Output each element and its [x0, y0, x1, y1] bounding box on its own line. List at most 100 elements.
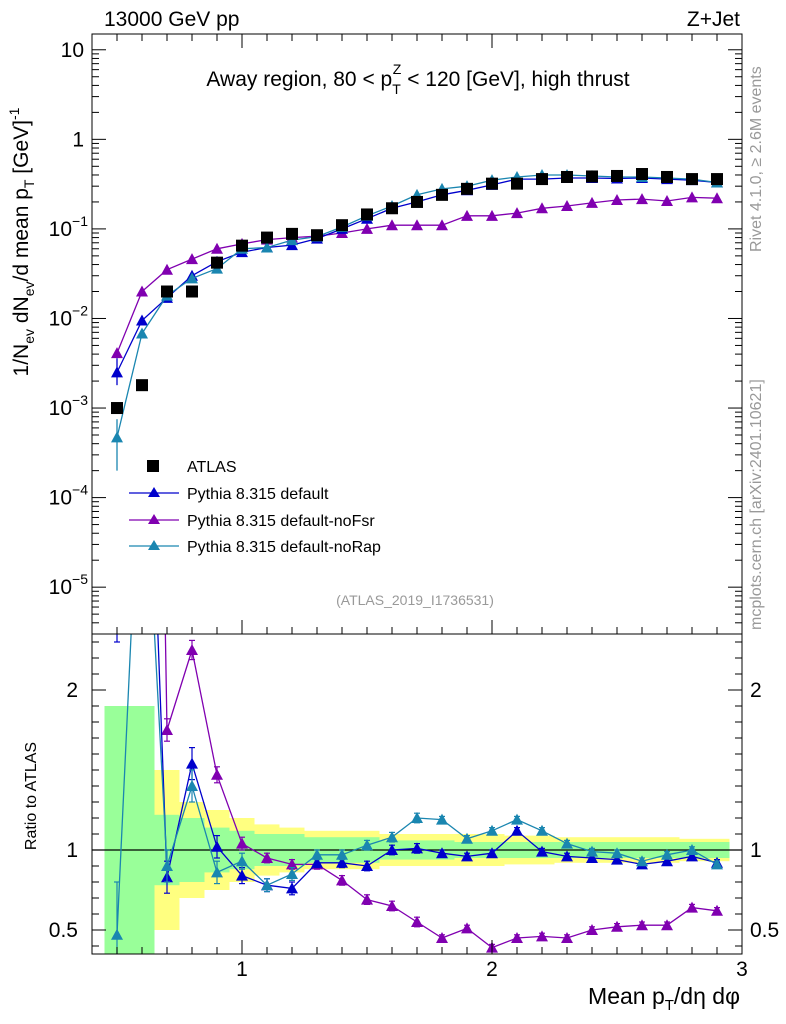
main-series-marker: [136, 327, 148, 339]
atlas-data-point: [236, 239, 248, 252]
main-series-marker: [611, 194, 623, 206]
atlas-data-point: [161, 285, 173, 298]
ratio-series-marker: [711, 904, 723, 916]
tick-exp: −4: [72, 482, 88, 498]
ratio-series-marker: [236, 869, 248, 881]
ratio-series-marker: [286, 858, 298, 870]
atlas-data-point: [211, 256, 223, 269]
x-axis-label: Mean pT/dη dφ: [588, 983, 740, 1014]
ratio-series-marker: [561, 850, 573, 862]
y-label-part-4: [GeV]: [10, 120, 33, 180]
ratio-series-marker: [361, 860, 373, 871]
ratio-series-marker: [436, 847, 448, 859]
y-label-sup: -1: [6, 107, 22, 120]
ratio-series-marker: [211, 866, 223, 878]
chart-title-suffix: < 120 [GeV], high thrust: [401, 68, 629, 91]
atlas-data-point: [311, 229, 323, 242]
ratio-series-marker: [361, 893, 373, 905]
main-series-line: [116, 174, 718, 438]
main-y-tick-label: 10−4: [49, 482, 89, 510]
ratio-series-marker: [336, 856, 348, 868]
legend-label-default: Pythia 8.315 default: [187, 486, 329, 503]
ratio-series-marker: [486, 824, 498, 836]
atlas-data-point: [636, 168, 648, 181]
ratio-series-marker: [286, 868, 298, 879]
chart-title: Away region, 80 < pTZ < 120 [GeV], high …: [206, 61, 629, 97]
main-series-marker: [561, 200, 573, 212]
main-series-marker: [136, 314, 148, 326]
atlas-data-point: [186, 285, 198, 298]
main-series-marker: [661, 194, 673, 206]
ratio-series-marker: [511, 813, 523, 825]
chart-title-sub: T: [392, 81, 401, 97]
x-ticks: 1 2 3: [116, 34, 748, 981]
ratio-series-marker: [586, 924, 598, 935]
ratio-series-marker: [211, 840, 223, 852]
ratio-series-marker: [436, 932, 448, 943]
legend-marker-norap: [148, 540, 160, 550]
main-series-marker: [186, 253, 198, 265]
tick-base: 10: [49, 576, 72, 599]
ratio-series-marker: [686, 850, 698, 862]
atlas-data-point: [661, 170, 673, 183]
tick-exp: −5: [72, 571, 88, 587]
atlas-data-point: [711, 173, 723, 186]
tick-exp: −1: [72, 213, 88, 229]
ratio-series-marker: [411, 916, 423, 927]
ratio-series-marker: [286, 882, 298, 894]
y-label-sub-t: T: [21, 179, 37, 188]
main-series-marker: [361, 222, 373, 234]
energy-label: 13000 GeV pp: [104, 8, 239, 31]
ratio-series-marker: [536, 824, 548, 836]
ratio-tick-label-right: 1: [750, 839, 762, 862]
ratio-series-marker: [311, 848, 323, 860]
ratio-series-marker: [236, 837, 248, 849]
ratio-series-marker: [161, 724, 173, 735]
ratio-series-marker: [586, 845, 598, 857]
y-axis-label: 1/Nev dNev/d mean pT [GeV]-1: [6, 107, 37, 376]
legend-label-nofsr: Pythia 8.315 default-noFsr: [187, 513, 375, 530]
ratio-series-marker: [386, 900, 398, 911]
ratio-series-marker: [611, 853, 623, 865]
atlas-data-point: [511, 177, 523, 190]
ratio-series-marker: [336, 848, 348, 860]
ratio-series-marker: [561, 932, 573, 943]
atlas-data-point: [486, 177, 498, 190]
atlas-data-point: [286, 227, 298, 240]
y-label-part-2: dN: [10, 296, 33, 329]
main-series-marker: [186, 272, 198, 284]
legend-marker-atlas: [147, 460, 159, 472]
ratio-series-marker: [361, 839, 373, 851]
atlas-data-point: [111, 402, 123, 415]
ratio-series-group: [111, 634, 723, 954]
ratio-series-marker: [336, 874, 348, 886]
ratio-series-marker: [261, 852, 273, 863]
ratio-tick-label-right: 0.5: [750, 919, 779, 942]
atlas-data-point: [611, 169, 623, 182]
atlas-data-point: [336, 219, 348, 232]
chart-title-sup: Z: [393, 61, 402, 77]
ratio-series-marker: [186, 644, 198, 655]
ratio-tick-label-right: 2: [750, 679, 762, 702]
ratio-series-marker: [686, 901, 698, 913]
y-label-sub-ev-2: ev: [21, 281, 37, 296]
ratio-series-marker: [411, 812, 423, 823]
atlas-data-point: [386, 202, 398, 215]
ratio-tick-label-left: 1: [66, 839, 78, 862]
ratio-series-marker: [686, 844, 698, 855]
atlas-data-point: [136, 379, 148, 392]
ratio-ticks: 2 2 1 1 0.5 0.5: [49, 641, 779, 947]
x-label-suffix: /dη dφ: [674, 983, 740, 1009]
ratio-series-marker: [661, 848, 673, 860]
analysis-id: (ATLAS_2019_I1736531): [336, 592, 494, 608]
ratio-tick-label-left: 2: [66, 679, 78, 702]
rivet-version-label: Rivet 4.1.0, ≥ 2.6M events: [748, 66, 765, 252]
process-label: Z+Jet: [687, 8, 740, 31]
legend-label-norap: Pythia 8.315 default-noRap: [187, 539, 381, 556]
ratio-series-marker: [536, 845, 548, 857]
ratio-tick-label-left: 0.5: [49, 919, 78, 942]
main-series-marker: [111, 347, 123, 359]
legend: ATLAS Pythia 8.315 default Pythia 8.315 …: [129, 459, 381, 556]
ratio-series-marker: [586, 852, 598, 863]
